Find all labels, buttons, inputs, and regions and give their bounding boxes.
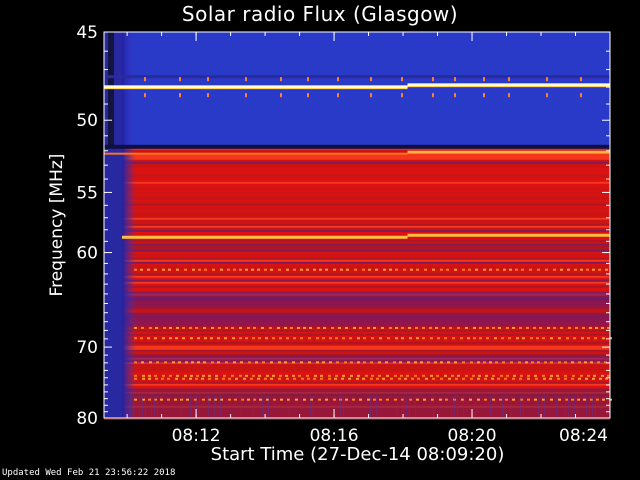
chart-title: Solar radio Flux (Glasgow)	[181, 2, 459, 26]
y-axis: 45 50 55 60 70 80	[76, 23, 610, 429]
x-tick-label: 08:16	[310, 426, 359, 446]
x-tick-label: 08:20	[448, 426, 497, 446]
y-tick-label: 45	[76, 23, 98, 43]
y-tick-label: 50	[76, 111, 98, 131]
plot-frame	[103, 31, 611, 419]
x-axis-label: Start Time (27-Dec-14 08:09:20)	[210, 444, 505, 465]
y-tick-label: 80	[76, 409, 98, 429]
x-tick-label: 08:12	[172, 426, 221, 446]
updated-timestamp: Updated Wed Feb 21 23:56:22 2018	[2, 468, 176, 478]
y-tick-label: 55	[76, 183, 98, 203]
heatmap-area	[104, 32, 612, 420]
y-tick-label: 70	[76, 338, 98, 358]
x-axis: 08:12 08:16 08:20 08:24	[126, 32, 611, 446]
y-axis-label: Frequency [MHz]	[47, 153, 67, 297]
x-tick-label: 08:24	[559, 426, 608, 446]
y-tick-label: 60	[76, 244, 98, 264]
